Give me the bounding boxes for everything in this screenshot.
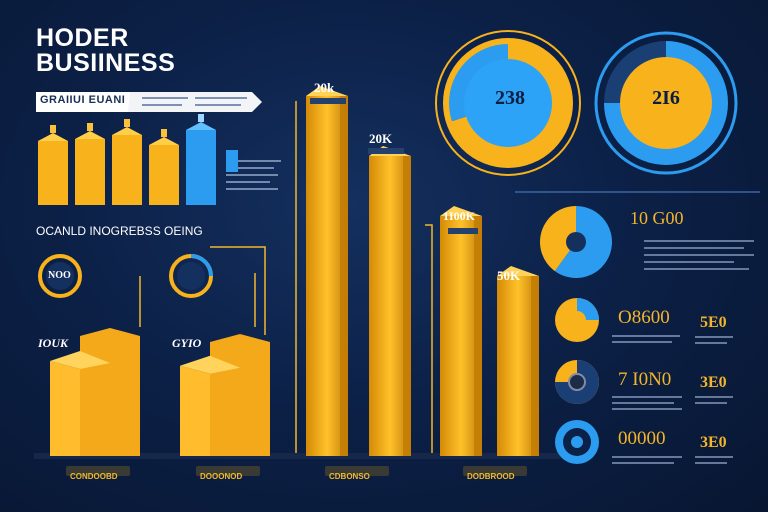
bottom-bar (210, 334, 270, 456)
small-bar (112, 135, 142, 205)
main-bar-cap (497, 266, 539, 276)
small-donuts-left (38, 254, 213, 298)
right-value-main: 10 G00 (630, 208, 684, 228)
bar-sub-label (310, 98, 346, 104)
small-bar-tip (50, 125, 56, 133)
small-bar (38, 141, 68, 205)
title-line-2: BUSIINESS (36, 49, 176, 77)
bottom-bar-top (50, 351, 110, 369)
right-value-1: O8600 (618, 307, 670, 328)
right-small-2: 3E0 (700, 374, 727, 391)
text-lines-right (612, 240, 754, 464)
small-bar-tip (161, 129, 167, 137)
main-bar-shade (531, 276, 539, 456)
bar-label-2: 20K (369, 131, 393, 146)
bar-label-left-1: IOUK (38, 336, 69, 350)
donut-ring (594, 31, 738, 175)
bar-label-1: 20k (314, 80, 335, 95)
bar-sub-label (448, 228, 478, 234)
right-value-3: 00000 (618, 428, 666, 449)
small-bar-tip (87, 123, 93, 131)
small-bar-tip (198, 114, 204, 122)
small-bar (149, 145, 179, 205)
small-bar-cap (38, 133, 68, 141)
main-bar-shade (474, 216, 482, 456)
foot-label-1: CONDOOBD (66, 466, 130, 481)
bottom-bar (80, 328, 140, 456)
donut-center (464, 59, 552, 147)
main-bar-shade (403, 156, 411, 456)
main-bar-cap (440, 206, 482, 216)
main-bar-cap (306, 86, 348, 96)
bottom-bar (50, 361, 80, 456)
donut-ring (435, 30, 581, 176)
donut-slice (540, 206, 576, 272)
banner-label: GRAIIUI EUANI (40, 94, 126, 106)
text-lines-blue-bar (226, 160, 281, 190)
donut-center (620, 57, 712, 149)
small-bar-cap (186, 122, 216, 130)
small-bar (75, 139, 105, 205)
small-bar-cap (75, 131, 105, 139)
bottom-bar (180, 365, 210, 456)
donut-1-value: 238 (495, 87, 525, 109)
right-value-2: 7 I0N0 (618, 369, 672, 390)
foot-label-4: DODBROOD (463, 466, 527, 481)
main-bar-shade (340, 96, 348, 456)
bar-label-left-2: GYIO (172, 336, 202, 350)
title-line-1: HODER (36, 24, 129, 52)
mid-heading: OCANLD INOGREBSS OEING (36, 224, 203, 238)
small-donut-label: NOO (48, 270, 71, 281)
main-bar-chart (306, 86, 539, 456)
foot-label-2: DOOONOD (196, 466, 260, 481)
bar-label-3: 1I00K (443, 209, 476, 223)
page-title: HODER BUSIINESS (36, 26, 236, 76)
donut-2-value: 2I6 (652, 87, 680, 109)
ring-charts-right (555, 298, 599, 464)
connector-lines (139, 101, 433, 458)
bar-sub-label (368, 148, 404, 154)
foot-label-3: CDBONSO (325, 466, 389, 481)
bottom-bar-chart (50, 328, 270, 456)
bottom-bar-top (180, 355, 240, 374)
text-lines-top (142, 97, 247, 106)
right-small-1: 5E0 (700, 314, 727, 331)
small-bar-tip (124, 119, 130, 127)
right-small-3: 3E0 (700, 434, 727, 451)
donut-charts (435, 30, 738, 278)
small-blue-block (226, 150, 238, 172)
bar-label-4: 50K (497, 268, 521, 283)
small-bar-cap (149, 137, 179, 145)
donut-center (566, 232, 586, 252)
small-bar (186, 130, 216, 205)
donut-ring (443, 38, 573, 168)
small-bar-chart (38, 114, 238, 205)
small-bar-cap (112, 127, 142, 135)
